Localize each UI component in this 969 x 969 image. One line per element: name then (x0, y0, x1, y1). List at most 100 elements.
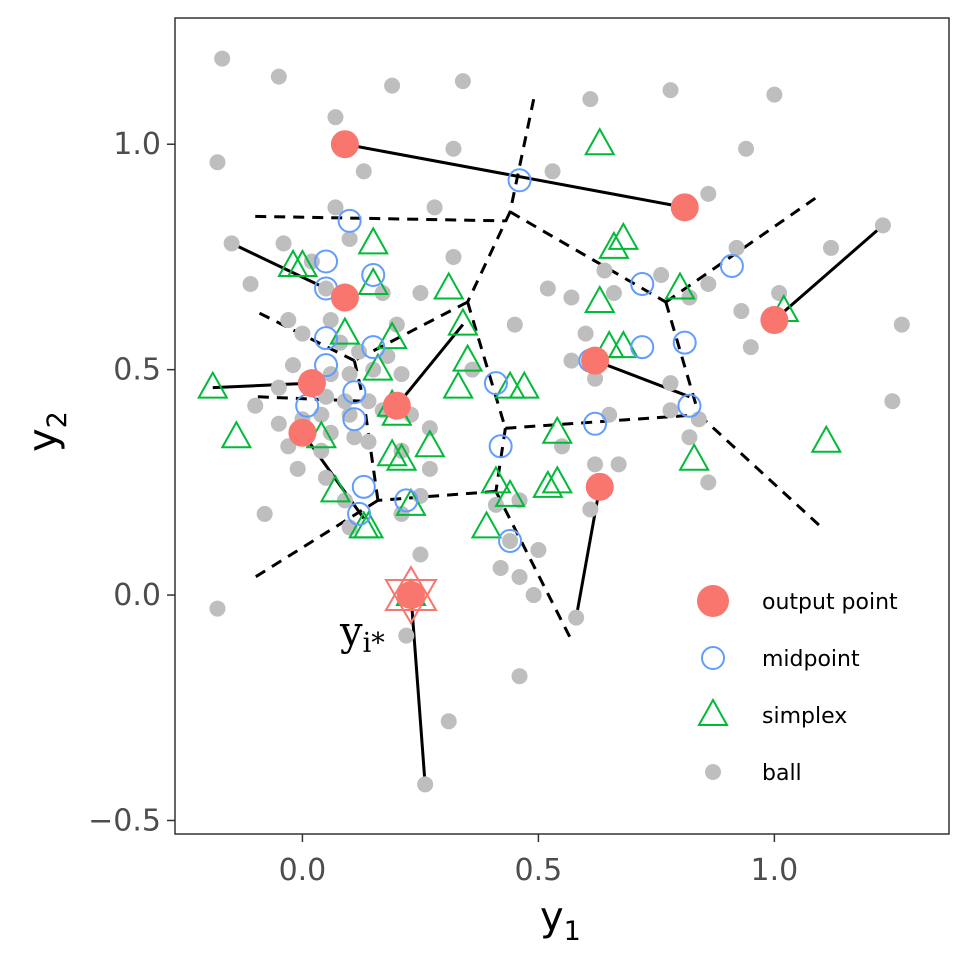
ball-point (421, 460, 438, 477)
midpoint-point (583, 411, 608, 436)
midpoint-point (498, 528, 523, 553)
ball-point (568, 609, 585, 626)
highlight-triangle-up (384, 565, 438, 612)
simplex-point (329, 316, 361, 345)
ball-point (327, 109, 344, 126)
y-tick-label: −0.5 (88, 803, 161, 838)
ball-point (393, 442, 410, 459)
ball-point (313, 442, 330, 459)
ball-point (530, 541, 547, 558)
output-point (297, 369, 326, 398)
midpoint-point (314, 249, 339, 274)
legend-label-output-point: output point (762, 590, 898, 615)
ball-point (393, 366, 410, 383)
legend-label-midpoint: midpoint (762, 647, 860, 672)
ball-point (398, 627, 415, 644)
ball-point (284, 357, 301, 374)
legend-key-simplex (697, 697, 729, 726)
ball-point (728, 239, 745, 256)
midpoint-point (314, 353, 339, 378)
ball-point (223, 235, 240, 252)
connector-segment (773, 224, 884, 322)
simplex-point (357, 266, 389, 295)
voronoi-edge (508, 98, 536, 213)
legend-key-output-point (697, 585, 729, 617)
ball-point (587, 370, 604, 387)
output-points (288, 130, 789, 610)
simplex-point (494, 478, 526, 507)
ball-point (360, 433, 377, 450)
midpoint-point (351, 474, 376, 499)
ball-point (563, 289, 580, 306)
ball-point (506, 316, 523, 333)
ball-point (445, 140, 462, 157)
ball-point (388, 316, 405, 333)
x-axis-title: y1 (540, 894, 581, 947)
ball-point (360, 393, 377, 410)
ball-point (554, 438, 570, 455)
ball-point (351, 343, 368, 360)
ball-point (587, 456, 604, 473)
output-point (581, 346, 610, 375)
ball-point (365, 361, 382, 378)
simplex-point (607, 330, 640, 359)
y-axis-ticks: −0.5 0.0 0.5 1.0 (88, 127, 175, 838)
highlight-triangle-down (384, 579, 438, 626)
simplex-point (357, 226, 389, 255)
ball-point (440, 713, 457, 730)
simplex-point (442, 370, 474, 399)
simplex-point (362, 352, 394, 381)
ball-point (355, 163, 372, 180)
y-tick-label: 1.0 (113, 127, 161, 162)
simplex-point (508, 370, 540, 399)
midpoint-point (488, 434, 513, 459)
simplex-point (470, 510, 503, 539)
ball-point (596, 262, 613, 279)
simplex-point (598, 230, 630, 259)
ball-point (874, 217, 891, 234)
ball-point (766, 86, 783, 103)
voronoi-edge (254, 499, 379, 579)
midpoint-point (719, 253, 744, 278)
ball-point (582, 91, 599, 108)
y-tick-label: 0.5 (113, 353, 161, 388)
ball-point (426, 199, 443, 216)
ball-point (412, 546, 429, 563)
legend: output point midpoint simplex ball (697, 585, 898, 786)
simplex-point (664, 271, 696, 300)
ball-point (525, 587, 542, 604)
ball-point (209, 154, 226, 171)
ball-point (738, 140, 755, 157)
ball-point (662, 402, 679, 419)
ball-point (544, 163, 561, 180)
ball-point (492, 560, 509, 577)
y-axis-title: y2 (20, 411, 73, 452)
connector-segment (212, 381, 312, 390)
ball-point (539, 280, 556, 297)
midpoint-point (630, 335, 655, 360)
ball-point (742, 339, 759, 356)
simplex-point (447, 307, 479, 336)
ball-point (511, 668, 528, 685)
midpoint-point (630, 271, 655, 296)
connector-segment (344, 142, 685, 209)
x-tick-label: 0.0 (279, 853, 327, 888)
voronoi-edge (353, 300, 469, 362)
simplex-point (480, 465, 512, 494)
ball-points (209, 50, 910, 793)
ball-point (318, 280, 335, 297)
ball-point (700, 275, 717, 292)
output-point (396, 581, 425, 610)
annotation-label: yi* (339, 609, 385, 659)
simplex-point (197, 370, 229, 399)
voronoi-edge (697, 413, 823, 529)
ball-point (893, 316, 910, 333)
simplex-point (584, 284, 616, 314)
output-point (382, 391, 411, 420)
output-point (585, 472, 614, 501)
ball-point (270, 415, 287, 432)
ball-point (280, 312, 297, 329)
simplex-point (810, 424, 842, 453)
midpoint-points (295, 168, 744, 553)
output-point (288, 418, 317, 447)
